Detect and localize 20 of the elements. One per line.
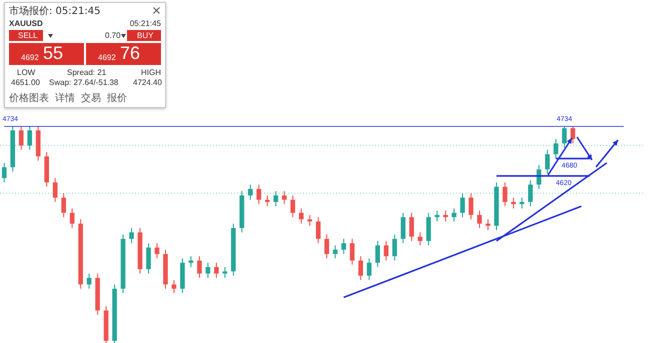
- text: 4692: [21, 53, 39, 62]
- text: 55: [43, 43, 64, 64]
- text: 4692: [98, 53, 116, 62]
- text: 市场报价: 05:21:45: [9, 4, 100, 18]
- text: Swap: 27.64/-51.38: [49, 78, 118, 87]
- text: 4651.00: [11, 78, 40, 87]
- text: 报价: [107, 92, 127, 105]
- text: 交易: [81, 92, 101, 105]
- text: LOW: [17, 68, 36, 77]
- text: 05:21:45: [130, 19, 161, 28]
- text: Spread: 21: [67, 68, 106, 77]
- text: 76: [120, 43, 140, 64]
- text: 详情: [55, 92, 75, 105]
- text: XAUUSD: [9, 19, 43, 28]
- text: HIGH: [141, 68, 161, 77]
- text: BUY: [137, 31, 154, 40]
- text: 价格图表: [9, 92, 49, 105]
- text: SELL: [18, 31, 38, 40]
- text: 4724.40: [133, 78, 162, 87]
- text: 0.70: [105, 31, 121, 40]
